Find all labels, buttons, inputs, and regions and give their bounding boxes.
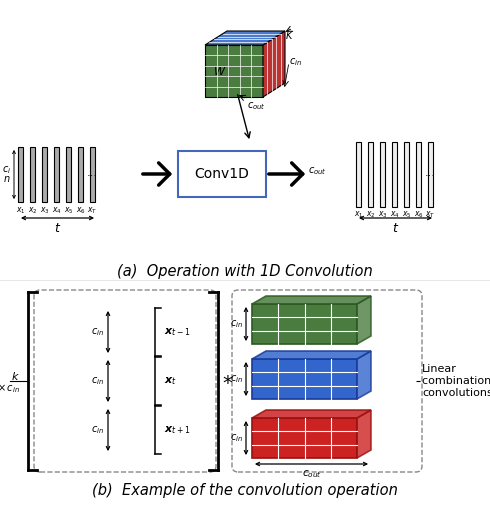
Text: $x_6$: $x_6$ xyxy=(75,205,85,216)
Bar xyxy=(54,147,59,202)
Text: ...: ... xyxy=(425,168,436,179)
Bar xyxy=(90,147,95,202)
FancyBboxPatch shape xyxy=(178,151,266,197)
Bar xyxy=(66,147,71,202)
Text: $x_2$: $x_2$ xyxy=(366,210,375,221)
Bar xyxy=(404,142,409,207)
Polygon shape xyxy=(205,45,263,97)
Bar xyxy=(18,147,23,202)
Text: $k$: $k$ xyxy=(11,370,20,382)
Text: $x_2$: $x_2$ xyxy=(28,205,37,216)
Text: $c_{in}$: $c_{in}$ xyxy=(91,424,104,436)
Text: $x_4$: $x_4$ xyxy=(390,210,399,221)
Text: convolutions: convolutions xyxy=(422,388,490,398)
Text: $\boldsymbol{x}_{t+1}$: $\boldsymbol{x}_{t+1}$ xyxy=(164,424,191,436)
Polygon shape xyxy=(252,351,371,359)
Polygon shape xyxy=(252,296,371,304)
Bar xyxy=(356,142,361,207)
Text: $c_{out}$: $c_{out}$ xyxy=(308,165,327,177)
Bar xyxy=(368,142,373,207)
Text: $x_5$: $x_5$ xyxy=(64,205,74,216)
Text: $x_5$: $x_5$ xyxy=(402,210,411,221)
Bar xyxy=(78,147,83,202)
Text: $\times\, c_{in}$: $\times\, c_{in}$ xyxy=(0,382,20,395)
Bar xyxy=(428,142,433,207)
Text: $x_4$: $x_4$ xyxy=(51,205,61,216)
Bar xyxy=(392,142,397,207)
Polygon shape xyxy=(252,304,357,344)
Polygon shape xyxy=(252,410,371,418)
Bar xyxy=(30,147,35,202)
Text: $x_T$: $x_T$ xyxy=(87,205,98,216)
Text: Linear: Linear xyxy=(422,364,457,374)
Text: $x_3$: $x_3$ xyxy=(40,205,49,216)
Bar xyxy=(416,142,421,207)
Polygon shape xyxy=(252,418,357,458)
Text: $c_{in}$: $c_{in}$ xyxy=(91,375,104,387)
Text: $c_{in}$: $c_{in}$ xyxy=(230,373,243,385)
Text: $c_{out}$: $c_{out}$ xyxy=(301,468,321,480)
Text: W: W xyxy=(214,67,224,77)
Text: $\boldsymbol{x}_{t-1}$: $\boldsymbol{x}_{t-1}$ xyxy=(164,326,191,338)
Polygon shape xyxy=(357,296,371,344)
Bar xyxy=(42,147,47,202)
Text: combination of: combination of xyxy=(422,376,490,386)
Polygon shape xyxy=(357,351,371,399)
Text: ...: ... xyxy=(87,168,98,179)
Text: (a)  Operation with 1D Convolution: (a) Operation with 1D Convolution xyxy=(117,264,373,279)
Text: $t$: $t$ xyxy=(54,222,61,235)
Text: $c_i$: $c_i$ xyxy=(2,164,12,177)
FancyBboxPatch shape xyxy=(232,290,422,472)
Text: $c_{in}$: $c_{in}$ xyxy=(230,432,243,444)
Polygon shape xyxy=(357,410,371,458)
Text: $x_T$: $x_T$ xyxy=(425,210,436,221)
Text: $c_{out}$: $c_{out}$ xyxy=(247,100,266,112)
Text: $t$: $t$ xyxy=(392,222,399,235)
Text: (b)  Example of the convolution operation: (b) Example of the convolution operation xyxy=(92,483,398,498)
Text: Conv1D: Conv1D xyxy=(195,167,249,181)
Text: $c_{in}$: $c_{in}$ xyxy=(289,56,302,68)
Text: $n$: $n$ xyxy=(3,174,11,183)
Text: $c_{in}$: $c_{in}$ xyxy=(91,326,104,338)
FancyBboxPatch shape xyxy=(34,290,216,472)
Text: $x_1$: $x_1$ xyxy=(16,205,25,216)
Text: K: K xyxy=(286,31,293,41)
Polygon shape xyxy=(263,31,285,97)
Text: $x_3$: $x_3$ xyxy=(378,210,388,221)
Text: $c_{in}$: $c_{in}$ xyxy=(230,318,243,330)
Polygon shape xyxy=(252,359,357,399)
Text: $*$: $*$ xyxy=(222,372,234,391)
Text: $\boldsymbol{x}_{t}$: $\boldsymbol{x}_{t}$ xyxy=(164,375,177,387)
Polygon shape xyxy=(205,31,285,45)
Text: $x_1$: $x_1$ xyxy=(354,210,363,221)
Bar xyxy=(380,142,385,207)
Text: $x_6$: $x_6$ xyxy=(414,210,423,221)
